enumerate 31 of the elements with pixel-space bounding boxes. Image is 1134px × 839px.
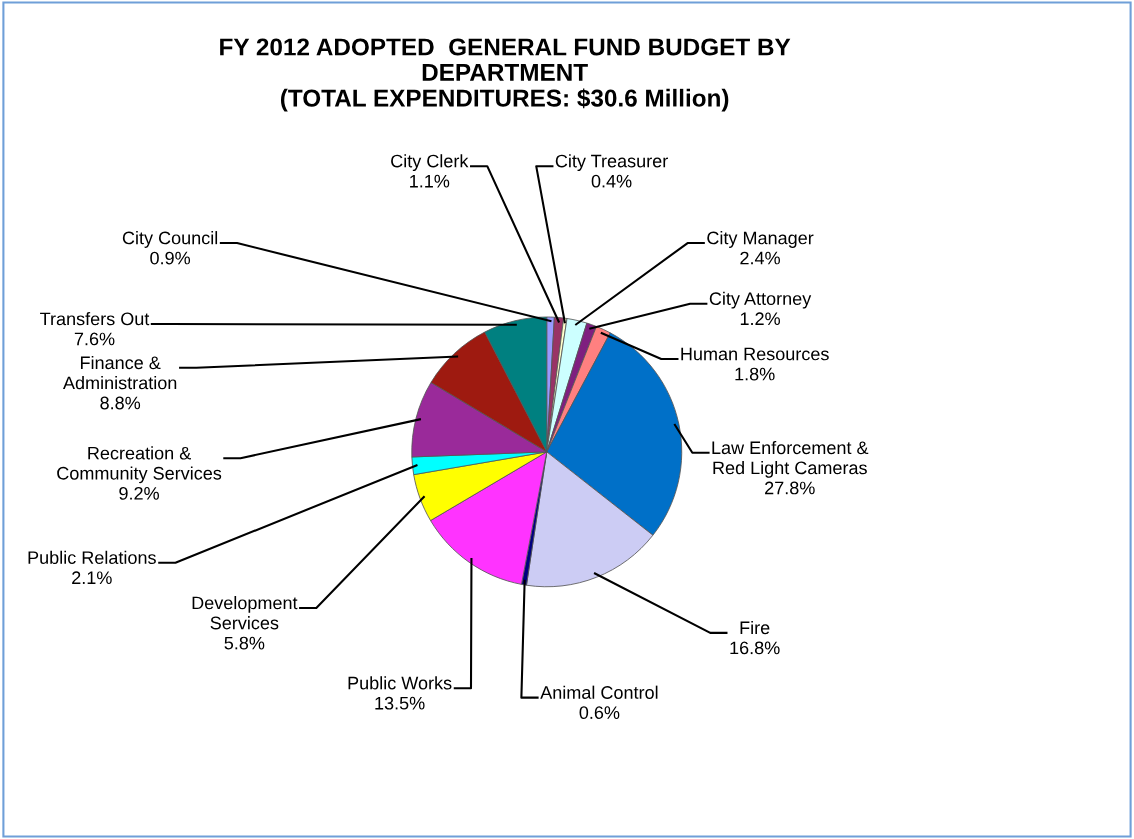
slice-label: Animal Control [540,685,658,699]
slice-label: City Clerk [391,154,469,172]
data-label: 5.8% [224,636,265,650]
slice-label: Transfers Out [40,312,150,326]
slice-label: Law Enforcement & Red Light Cameras [712,440,869,478]
chart-title: FY 2012 ADOPTED GENERAL FUND BUDGET BY DEPARTMENT (TOTAL EXPENDITURES: $30.6 Million) [220,38,791,112]
slice-label: Development Services [192,596,298,630]
data-label: 13.5% [375,696,425,710]
data-label: 2.4% [740,251,780,265]
slice-label: City Manager [707,231,814,248]
slice-label: Fire [740,620,770,635]
slice-label: City Council [122,231,218,248]
data-label: 7.6% [74,332,115,346]
slice-label: Recreation & Community Services [57,446,222,484]
data-label: 27.8% [765,481,815,495]
slice-label: Finance & Administration [62,355,177,390]
data-label: 0.9% [150,251,191,265]
data-label: 16.8% [730,641,780,655]
data-label: 0.6% [579,706,620,720]
data-label: 1.2% [740,312,780,326]
slice-label: Public Relations [28,550,156,565]
data-label: 2.1% [72,571,112,585]
data-label: 9.2% [119,486,159,500]
data-label: 0.4% [591,174,632,188]
slice-label: Public Works [348,676,452,690]
slice-label: City Attorney [709,291,812,309]
slice-label: City Treasurer [555,154,668,172]
data-label: 8.8% [100,396,141,410]
data-label: 1.1% [410,174,450,188]
data-label: 1.8% [735,367,775,381]
slice-label: Human Resources [681,347,829,361]
